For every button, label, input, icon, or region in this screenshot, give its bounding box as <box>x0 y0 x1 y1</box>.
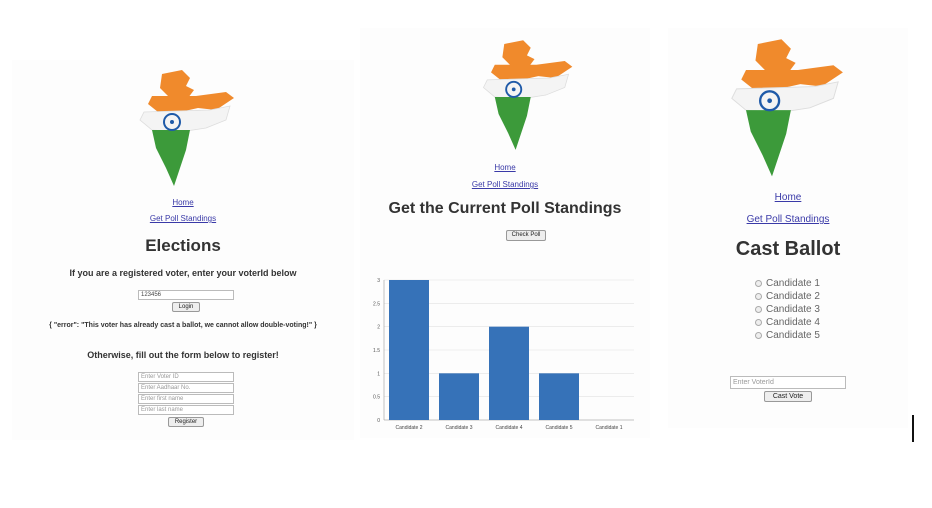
candidate-option[interactable]: Candidate 5 <box>755 329 820 342</box>
ballot-page: Home Get Poll Standings Cast Ballot Cand… <box>668 28 908 428</box>
poll-standings-link[interactable]: Get Poll Standings <box>149 214 217 223</box>
candidate-option[interactable]: Candidate 4 <box>755 316 820 329</box>
bar <box>539 373 579 420</box>
radio-button[interactable] <box>755 319 762 326</box>
y-tick-label: 1.5 <box>373 348 380 354</box>
india-map-logo <box>139 70 234 186</box>
y-tick-label: 1 <box>377 371 380 377</box>
radio-button[interactable] <box>755 293 762 300</box>
india-map-logo <box>482 40 573 150</box>
x-tick-label: Candidate 3 <box>446 425 473 431</box>
page-title: Elections <box>145 236 221 255</box>
check-poll-button[interactable]: Check Poll <box>506 230 546 241</box>
radio-button[interactable] <box>755 280 762 287</box>
voter-id-input[interactable]: 123456 <box>138 290 234 300</box>
y-tick-label: 2.5 <box>373 301 380 307</box>
y-tick-label: 0 <box>377 418 380 424</box>
india-map-logo <box>731 39 843 177</box>
register-button[interactable]: Register <box>168 417 204 427</box>
candidate-label: Candidate 5 <box>766 330 820 341</box>
y-tick-label: 2 <box>377 325 380 331</box>
x-tick-label: Candidate 4 <box>496 425 523 431</box>
voter-id-field[interactable]: Enter Voter ID <box>138 372 234 382</box>
error-message: { "error": "This voter has already cast … <box>49 322 317 329</box>
candidate-label: Candidate 1 <box>766 278 820 289</box>
candidate-option[interactable]: Candidate 1 <box>755 277 820 290</box>
last-name-field[interactable]: Enter last name <box>138 405 234 415</box>
text-cursor <box>912 415 914 442</box>
poll-standings-link[interactable]: Get Poll Standings <box>471 180 539 189</box>
radio-button[interactable] <box>755 306 762 313</box>
home-link[interactable]: Home <box>172 198 194 207</box>
home-link[interactable]: Home <box>774 192 802 203</box>
y-tick-label: 3 <box>377 278 380 284</box>
aadhaar-field[interactable]: Enter Aadhaar No. <box>138 383 234 393</box>
home-link[interactable]: Home <box>494 163 516 172</box>
candidate-label: Candidate 4 <box>766 317 820 328</box>
login-page: Home Get Poll Standings Elections If you… <box>12 60 354 440</box>
cast-vote-button[interactable]: Cast Vote <box>764 391 812 402</box>
radio-button[interactable] <box>755 332 762 339</box>
candidate-option[interactable]: Candidate 3 <box>755 303 820 316</box>
bar <box>439 373 479 420</box>
candidate-label: Candidate 3 <box>766 304 820 315</box>
bar <box>389 280 429 420</box>
voter-id-input[interactable]: Enter VoterId <box>730 376 846 389</box>
poll-page: Home Get Poll Standings Get the Current … <box>360 28 650 438</box>
bar <box>489 326 529 420</box>
y-tick-label: 0.5 <box>373 395 380 401</box>
candidate-option[interactable]: Candidate 2 <box>755 290 820 303</box>
page-title: Get the Current Poll Standings <box>388 200 622 217</box>
login-button[interactable]: Login <box>172 302 200 312</box>
x-tick-label: Candidate 1 <box>596 425 623 431</box>
poll-bar-chart: 0 0.5 1 1.5 2 2.5 3 Candidate 2 Candidate 3 Candi… <box>373 278 634 431</box>
register-prompt: Otherwise, fill out the form below to re… <box>87 350 279 360</box>
page-title: Cast Ballot <box>735 238 841 260</box>
x-tick-label: Candidate 5 <box>546 425 573 431</box>
first-name-field[interactable]: Enter first name <box>138 394 234 404</box>
voter-prompt: If you are a registered voter, enter you… <box>69 268 297 278</box>
candidate-label: Candidate 2 <box>766 291 820 302</box>
poll-standings-link[interactable]: Get Poll Standings <box>746 214 830 225</box>
x-tick-label: Candidate 2 <box>396 425 423 431</box>
